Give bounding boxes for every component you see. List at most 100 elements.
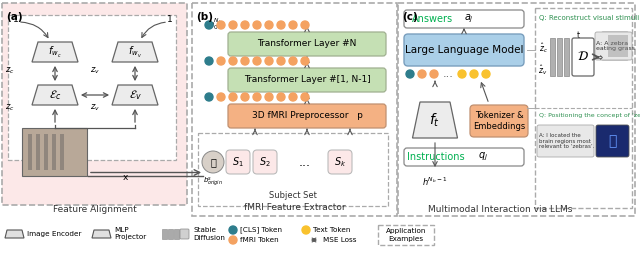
Circle shape — [406, 70, 414, 78]
Text: ...: ... — [443, 69, 453, 79]
Text: $f_{w_v}$: $f_{w_v}$ — [128, 44, 142, 60]
Circle shape — [229, 21, 237, 29]
Text: $\hat{z}_c$: $\hat{z}_c$ — [538, 41, 547, 55]
Text: MLP
Projector: MLP Projector — [114, 227, 147, 241]
Text: A: I located the
brain regions most
relevant to ‘zebras’.: A: I located the brain regions most rele… — [539, 133, 595, 149]
Text: [CLS] Token: [CLS] Token — [240, 227, 282, 233]
FancyBboxPatch shape — [180, 229, 189, 239]
FancyBboxPatch shape — [226, 150, 250, 174]
Text: 3D fMRI Preprocessor   p: 3D fMRI Preprocessor p — [252, 112, 362, 121]
Text: Stable
Diffusion: Stable Diffusion — [193, 227, 225, 241]
FancyBboxPatch shape — [198, 133, 388, 206]
Text: Large Language Model: Large Language Model — [404, 45, 524, 55]
FancyBboxPatch shape — [398, 3, 635, 216]
Text: $\hat{z}_v$: $\hat{z}_v$ — [538, 63, 548, 77]
Text: $q_j$: $q_j$ — [478, 151, 488, 163]
Text: $\mathcal{E}_c$: $\mathcal{E}_c$ — [49, 88, 61, 102]
FancyBboxPatch shape — [228, 32, 386, 56]
Text: 🧠: 🧠 — [210, 157, 216, 167]
Circle shape — [418, 70, 426, 78]
Circle shape — [217, 21, 225, 29]
Circle shape — [265, 21, 273, 29]
Text: Instructions: Instructions — [407, 152, 465, 162]
Text: $\mathcal{D}$: $\mathcal{D}$ — [577, 50, 589, 63]
Circle shape — [202, 151, 224, 173]
Polygon shape — [413, 102, 458, 138]
FancyBboxPatch shape — [537, 125, 594, 157]
Circle shape — [229, 226, 237, 234]
Text: $z_v$: $z_v$ — [90, 66, 100, 76]
FancyBboxPatch shape — [228, 68, 386, 92]
Circle shape — [253, 21, 261, 29]
FancyBboxPatch shape — [557, 38, 562, 76]
Circle shape — [229, 236, 237, 244]
Text: Answers: Answers — [412, 14, 452, 24]
Text: $z_c$: $z_c$ — [5, 103, 15, 113]
Text: MSE Loss: MSE Loss — [323, 237, 356, 243]
FancyBboxPatch shape — [550, 38, 555, 76]
Text: Q: Positioning the concept of ‘zebra’: Q: Positioning the concept of ‘zebra’ — [539, 113, 640, 117]
Text: (c): (c) — [402, 12, 418, 22]
Polygon shape — [112, 42, 158, 62]
Text: $S_k$: $S_k$ — [334, 155, 346, 169]
Circle shape — [229, 57, 237, 65]
Text: $h_0^{N_b}$: $h_0^{N_b}$ — [208, 16, 223, 32]
Circle shape — [470, 70, 478, 78]
Text: $b^s_{origin}$: $b^s_{origin}$ — [203, 176, 223, 189]
Circle shape — [241, 21, 249, 29]
Text: Text Token: Text Token — [313, 227, 350, 233]
FancyBboxPatch shape — [535, 8, 632, 208]
Polygon shape — [112, 85, 158, 105]
Text: Subject Set: Subject Set — [269, 191, 317, 200]
Text: $S_1$: $S_1$ — [232, 155, 244, 169]
Text: $z_v$: $z_v$ — [90, 103, 100, 113]
FancyBboxPatch shape — [378, 225, 434, 245]
Circle shape — [253, 57, 261, 65]
Text: $f_{w_c}$: $f_{w_c}$ — [48, 44, 62, 60]
Circle shape — [301, 93, 309, 101]
Text: $S_2$: $S_2$ — [259, 155, 271, 169]
FancyBboxPatch shape — [404, 10, 524, 28]
Text: Tokenizer &
Embeddings: Tokenizer & Embeddings — [473, 111, 525, 131]
Circle shape — [458, 70, 466, 78]
FancyBboxPatch shape — [28, 134, 32, 170]
FancyBboxPatch shape — [162, 229, 167, 239]
FancyBboxPatch shape — [2, 3, 187, 205]
Circle shape — [241, 57, 249, 65]
FancyBboxPatch shape — [174, 229, 179, 239]
Circle shape — [289, 57, 297, 65]
Text: (a): (a) — [6, 12, 22, 22]
Circle shape — [265, 57, 273, 65]
FancyBboxPatch shape — [595, 32, 632, 60]
Text: $f_t$: $f_t$ — [429, 111, 440, 129]
FancyBboxPatch shape — [404, 34, 524, 66]
FancyBboxPatch shape — [60, 134, 64, 170]
Text: $\Rightarrow$: $\Rightarrow$ — [591, 52, 604, 62]
Circle shape — [217, 93, 225, 101]
FancyBboxPatch shape — [601, 32, 629, 60]
Circle shape — [265, 93, 273, 101]
Text: 1: 1 — [13, 15, 19, 24]
FancyBboxPatch shape — [192, 3, 397, 216]
FancyBboxPatch shape — [44, 134, 48, 170]
Text: Q: Reconstruct visual stimuli: Q: Reconstruct visual stimuli — [539, 15, 639, 21]
Text: $h^{N_b-1}$: $h^{N_b-1}$ — [422, 176, 448, 188]
Circle shape — [241, 93, 249, 101]
FancyBboxPatch shape — [253, 150, 277, 174]
Text: $\mathcal{E}_v$: $\mathcal{E}_v$ — [129, 88, 141, 102]
Circle shape — [301, 57, 309, 65]
Circle shape — [301, 21, 309, 29]
Text: x: x — [122, 173, 128, 182]
Text: Feature Alignment: Feature Alignment — [53, 206, 137, 215]
Polygon shape — [32, 85, 78, 105]
Circle shape — [277, 57, 285, 65]
Circle shape — [205, 57, 213, 65]
FancyBboxPatch shape — [564, 38, 569, 76]
Text: (b): (b) — [196, 12, 213, 22]
FancyBboxPatch shape — [228, 104, 386, 128]
Text: $z_c$: $z_c$ — [5, 66, 15, 76]
FancyBboxPatch shape — [572, 38, 594, 76]
Circle shape — [289, 21, 297, 29]
Text: Image Encoder: Image Encoder — [27, 231, 81, 237]
FancyBboxPatch shape — [168, 229, 173, 239]
